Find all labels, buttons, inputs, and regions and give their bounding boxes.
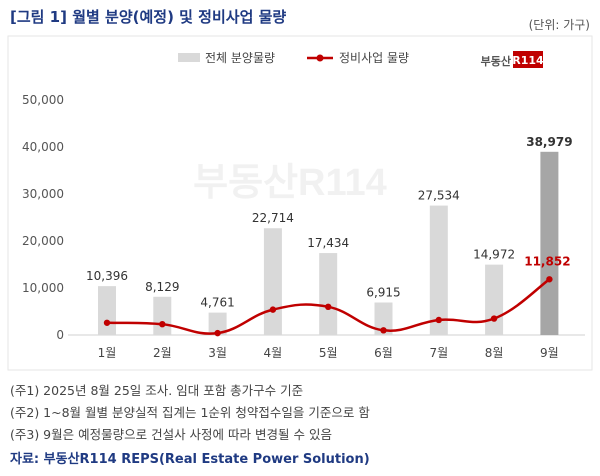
line-point (490, 315, 498, 322)
chart: 부동산R114 전체 분양물량 정비사업 물량 부동산 R114 0 10,000… (7, 35, 593, 371)
x-tick-label: 5월 (319, 346, 338, 360)
line-markers (103, 276, 553, 337)
brand-logo: 부동산 R114 (481, 51, 544, 68)
bar (485, 264, 504, 335)
bar (319, 253, 338, 335)
bar-data-label: 14,972 (473, 248, 515, 262)
y-tick-label: 20,000 (22, 234, 64, 248)
bar-series (98, 151, 559, 335)
line-point (325, 303, 332, 310)
legend-bar-swatch (178, 53, 200, 62)
x-tick-label: 4월 (264, 346, 283, 360)
x-axis-labels: 1월 2월 3월 4월 5월 6월 7월 8월 9월 (98, 346, 559, 360)
line-point (380, 327, 387, 334)
line-point (103, 319, 111, 326)
line-point (269, 306, 277, 313)
y-axis: 0 10,000 20,000 30,000 40,000 50,000 (22, 93, 64, 342)
legend: 전체 분양물량 정비사업 물량 (178, 51, 409, 65)
svg-text:R114: R114 (512, 54, 544, 67)
bar-data-label: 27,534 (418, 189, 460, 203)
note-1: (주1) 2025년 8월 25일 조사. 임대 포함 총가구수 기준 (10, 383, 304, 398)
bar (153, 296, 172, 335)
bar (98, 286, 116, 335)
bar (263, 228, 282, 335)
watermark: 부동산R114 (193, 162, 387, 204)
x-tick-label: 6월 (374, 346, 393, 360)
line-point (214, 329, 221, 337)
unit-label: (단위: 가구) (528, 18, 590, 32)
x-tick-label: 7월 (429, 346, 448, 360)
bar-data-label: 6,915 (366, 285, 400, 299)
y-tick-label: 0 (56, 328, 64, 342)
x-tick-label: 9월 (540, 346, 559, 360)
bar (429, 205, 448, 335)
bar-data-label: 38,979 (526, 135, 572, 149)
line-point (159, 320, 166, 328)
svg-text:부동산: 부동산 (481, 54, 511, 68)
bar-data-label: 22,714 (252, 211, 294, 225)
y-tick-label: 10,000 (22, 281, 64, 295)
chart-frame (7, 35, 593, 371)
y-tick-label: 50,000 (22, 93, 64, 107)
legend-bar-label: 전체 분양물량 (205, 51, 275, 65)
note-3: (주3) 9월은 예정물량으로 건설사 사정에 따라 변경될 수 있음 (10, 427, 332, 442)
legend-line-label: 정비사업 물량 (339, 51, 409, 65)
line-point (435, 316, 442, 324)
x-tick-label: 1월 (98, 346, 117, 360)
line-point (546, 276, 553, 283)
bar-data-label: 17,434 (307, 236, 349, 250)
line-data-label: 11,852 (524, 254, 570, 268)
source: 자료: 부동산R114 REPS(Real Estate Power Solut… (10, 452, 370, 467)
bar (540, 151, 559, 335)
bar-data-label: 10,396 (86, 269, 128, 283)
chart-title: [그림 1] 월별 분양(예정) 및 정비사업 물량 (10, 8, 287, 26)
note-2: (주2) 1~8월 월별 분양실적 집계는 1순위 청약접수일을 기준으로 함 (10, 405, 370, 420)
x-tick-label: 8월 (485, 346, 504, 360)
y-tick-label: 40,000 (22, 140, 64, 154)
bar (374, 302, 393, 335)
x-tick-label: 3월 (208, 346, 227, 360)
bar-labels: 10,396 8,129 4,761 22,714 17,434 6,915 27,534 1… (86, 135, 573, 310)
bar (208, 312, 227, 335)
x-tick-label: 2월 (153, 346, 172, 360)
y-tick-label: 30,000 (22, 187, 64, 201)
bar-data-label: 8,129 (145, 280, 179, 294)
legend-line-marker (316, 54, 324, 62)
bar-data-label: 4,761 (200, 296, 234, 310)
